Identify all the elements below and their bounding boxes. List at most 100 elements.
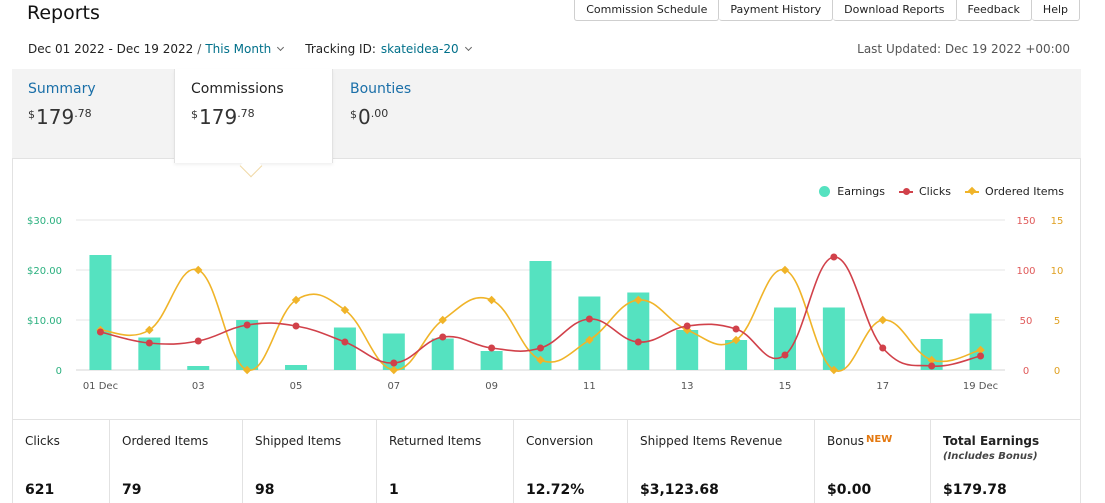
- earnings-bar: [822, 307, 845, 370]
- earnings-bar: [773, 307, 796, 370]
- clicks-point: [732, 325, 740, 333]
- y-right-clicks-tick-label: 150: [1016, 216, 1035, 227]
- earnings-bar: [969, 313, 992, 370]
- ordered-items-point: [536, 355, 545, 365]
- ordered-items-point: [780, 265, 790, 275]
- earnings-bar: [676, 330, 699, 370]
- stat-label: Returned Items: [389, 434, 482, 448]
- tab-bounties-label: Bounties: [350, 81, 412, 97]
- stat-value: 621: [25, 482, 55, 498]
- y-right-clicks-tick-label: 50: [1020, 316, 1033, 327]
- x-tick-label: 15: [779, 381, 792, 392]
- ordered-items-point: [145, 325, 154, 335]
- top-toolbar: Commission Schedule Payment History Down…: [572, 0, 1080, 21]
- ordered-items-point: [487, 295, 496, 305]
- earnings-bar: [578, 296, 601, 370]
- legend-earnings-label: Earnings: [837, 185, 885, 198]
- stat-total-earnings: Total Earnings (Includes Bonus) $179.78: [931, 420, 1080, 503]
- clicks-point: [390, 359, 398, 367]
- ordered-items-point: [927, 355, 936, 365]
- ordered-items-point: [829, 365, 839, 375]
- period-dropdown[interactable]: This Month: [205, 42, 272, 56]
- legend-ordered-swatch: [964, 186, 979, 195]
- amount-decimal: .78: [237, 107, 255, 120]
- tab-summary[interactable]: Summary $ 179 .78: [12, 69, 174, 159]
- stat-clicks: Clicks 621: [13, 420, 110, 503]
- summary-stats: Clicks 621 Ordered Items 79 Shipped Item…: [12, 419, 1081, 503]
- legend-clicks-swatch: [899, 187, 913, 195]
- currency-symbol: $: [191, 108, 198, 121]
- help-button[interactable]: Help: [1031, 0, 1080, 21]
- tab-summary-value: $ 179 .78: [28, 105, 174, 129]
- new-badge: NEW: [866, 434, 893, 445]
- legend-ordered-items[interactable]: Ordered Items: [964, 185, 1064, 198]
- earnings-bar: [333, 327, 356, 370]
- chevron-down-icon[interactable]: [277, 43, 285, 52]
- tracking-id-dropdown[interactable]: skateidea-20: [380, 42, 459, 56]
- stat-value: 1: [389, 482, 399, 498]
- earnings-bar: [920, 339, 943, 370]
- tab-commissions-value: $ 179 .78: [191, 105, 332, 129]
- tab-commissions-label: Commissions: [191, 81, 284, 97]
- chevron-down-icon[interactable]: [464, 43, 472, 52]
- stat-value: 98: [255, 482, 275, 498]
- earnings-bar: [138, 337, 161, 370]
- x-tick-label: 13: [681, 381, 694, 392]
- y-right-clicks-tick-label: 100: [1016, 266, 1035, 277]
- stat-value: $179.78: [943, 482, 1007, 498]
- x-tick-label: 09: [485, 381, 498, 392]
- ordered-items-point: [731, 335, 741, 345]
- stat-shipped-items: Shipped Items 98: [243, 420, 377, 503]
- clicks-point: [292, 322, 300, 330]
- y-right-items-tick-label: 15: [1051, 216, 1064, 227]
- ordered-items-point: [878, 315, 888, 325]
- legend-earnings-swatch: [819, 186, 831, 197]
- x-tick-label: 03: [192, 381, 205, 392]
- earnings-bar: [627, 292, 650, 370]
- x-tick-label: 07: [387, 381, 400, 392]
- earnings-bar: [725, 340, 748, 370]
- ordered-items-point: [389, 365, 399, 375]
- amount-integer: 179: [199, 105, 238, 129]
- ordered-items-point: [193, 265, 203, 275]
- ordered-items-point: [634, 295, 643, 305]
- stat-conversion: Conversion 12.72%: [514, 420, 628, 503]
- legend-earnings[interactable]: Earnings: [819, 185, 885, 198]
- stat-label: Total Earnings: [943, 434, 1040, 448]
- commission-schedule-button[interactable]: Commission Schedule: [574, 0, 720, 21]
- clicks-point: [194, 337, 202, 345]
- clicks-point: [585, 315, 593, 323]
- clicks-point: [341, 338, 349, 346]
- tracking-id-label: Tracking ID:: [305, 42, 376, 56]
- amount-integer: 179: [36, 105, 75, 129]
- clicks-point: [781, 351, 789, 359]
- clicks-point: [830, 253, 838, 261]
- stat-shipped-revenue: Shipped Items Revenue $3,123.68: [628, 420, 815, 503]
- stat-label: Clicks: [25, 434, 60, 448]
- y-left-tick-label: $20.00: [27, 266, 62, 277]
- stat-sublabel: (Includes Bonus): [943, 451, 1038, 462]
- tab-commissions[interactable]: Commissions $ 179 .78: [174, 69, 333, 163]
- feedback-button[interactable]: Feedback: [956, 0, 1032, 21]
- clicks-point: [537, 344, 544, 352]
- stat-label: Conversion: [526, 434, 594, 448]
- tab-bounties[interactable]: Bounties $ 0 .00: [334, 69, 494, 159]
- y-left-tick-label: 0: [56, 366, 62, 377]
- ordered-items-point: [438, 315, 447, 325]
- earnings-bar: [382, 333, 405, 370]
- clicks-point: [879, 344, 887, 352]
- stat-label: Shipped Items Revenue: [640, 434, 783, 448]
- legend-clicks[interactable]: Clicks: [899, 185, 951, 198]
- amount-decimal: .78: [74, 107, 92, 120]
- tab-bounties-value: $ 0 .00: [350, 105, 494, 129]
- amount-decimal: .00: [370, 107, 389, 120]
- page-title: Reports: [27, 2, 100, 24]
- download-reports-button[interactable]: Download Reports: [833, 0, 957, 21]
- stat-value: $3,123.68: [640, 482, 719, 498]
- stat-ordered-items: Ordered Items 79: [110, 420, 243, 503]
- currency-symbol: $: [28, 108, 35, 121]
- payment-history-button[interactable]: Payment History: [719, 0, 834, 21]
- x-tick-label: 05: [290, 381, 303, 392]
- stat-value: 79: [122, 482, 142, 498]
